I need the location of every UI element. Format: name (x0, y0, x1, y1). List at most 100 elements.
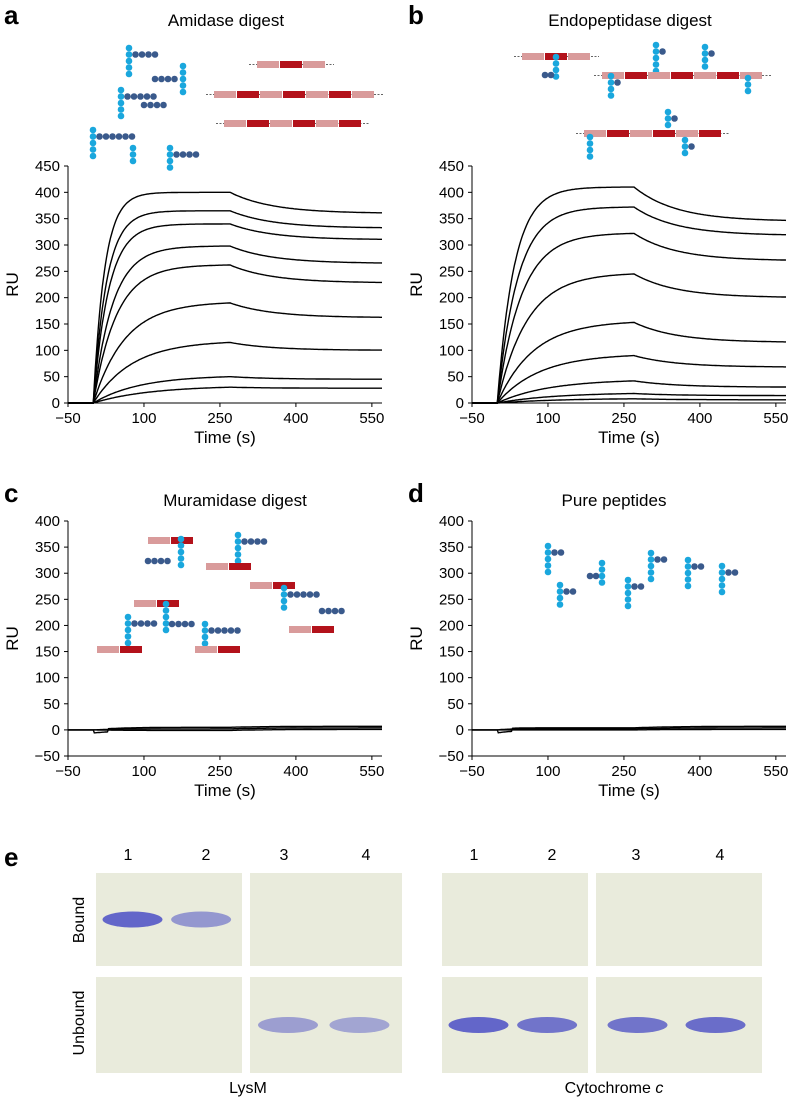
panel-b-plot: 0 50 100 150 200 250 300 350 400 450 −50 100 250 400 5… (407, 158, 788, 447)
y-tick-label: 100 (35, 342, 60, 359)
peptide-unit (694, 72, 716, 79)
peptide-unit (148, 537, 170, 544)
glcnac-bead (201, 627, 209, 634)
x-axis-label: Time (s) (598, 781, 660, 800)
glcnac-bead (124, 639, 132, 647)
peptide-unit (289, 626, 311, 633)
panel-a-plot: 0 50 100 150 200 250 300 350 400 450 −50 100 250 400 5… (3, 158, 384, 447)
glcnac-bead (177, 548, 185, 556)
peptide-unit (312, 626, 334, 633)
y-tick-label: 200 (439, 617, 464, 634)
x-tick-label: 400 (283, 410, 308, 427)
murnac-bead (192, 151, 200, 158)
sugar-bead (325, 607, 332, 615)
glcnac-bead (177, 542, 185, 549)
y-tick-label: 400 (35, 513, 60, 530)
panel-letter-c: c (4, 478, 18, 508)
gel-band (448, 1017, 509, 1033)
glcnac-bead (166, 144, 174, 152)
glcnac-bead (598, 559, 606, 567)
y-tick-label: 350 (439, 539, 464, 556)
peptide-unit (648, 72, 670, 79)
panel-b-title: Endopeptidase digest (548, 11, 712, 30)
y-tick-label: 150 (439, 644, 464, 661)
glcnac-bead (607, 92, 615, 99)
panel-letter-e: e (4, 842, 18, 872)
glycan-strand-icon (624, 576, 645, 610)
y-tick-label: 50 (447, 369, 464, 386)
y-tick-label: 100 (439, 342, 464, 359)
murnac-bead (631, 583, 638, 590)
glcnac-bead (234, 538, 242, 545)
glcnac-bead (684, 563, 692, 570)
peptide-unit (699, 130, 721, 137)
glcnac-bead (718, 588, 726, 596)
sugar-bead (175, 620, 182, 628)
y-tick-label: 450 (35, 158, 60, 175)
y-axis-label: RU (3, 626, 22, 651)
glycan-strand-icon (201, 620, 241, 647)
y-tick-label: 300 (439, 237, 464, 254)
gel-band (685, 1017, 746, 1033)
glcnac-bead (684, 569, 692, 577)
glcnac-bead (607, 72, 615, 80)
x-tick-label: 550 (359, 763, 384, 780)
series-line-c3 (68, 223, 382, 404)
gel-lane-number: 2 (202, 847, 211, 864)
murnac-bead (102, 133, 110, 140)
glcnac-bead (179, 62, 187, 70)
x-tick-label: 100 (535, 410, 560, 427)
glycan-strand-icon (744, 74, 752, 95)
sugar-bead (171, 75, 178, 83)
gel-band (329, 1017, 390, 1033)
glcnac-bead (201, 620, 209, 628)
glycan-strand-icon (177, 535, 185, 569)
glcnac-bead (652, 61, 660, 68)
peptide-unit (218, 646, 240, 653)
gel-block (442, 873, 588, 966)
gel-lane-number: 3 (632, 847, 641, 864)
peptide-chain-icon (134, 600, 179, 607)
murnac-bead (150, 620, 158, 627)
murnac-bead (241, 538, 248, 545)
y-tick-label: 50 (43, 369, 60, 386)
sugar-bead (153, 101, 161, 109)
murnac-bead (208, 627, 215, 634)
murnac-bead (122, 133, 129, 140)
sugar-bead (140, 101, 148, 109)
peptide-unit (120, 646, 142, 653)
series-line-c1 (68, 725, 382, 734)
gel-block (596, 873, 762, 966)
gel-lane-number: 4 (362, 847, 371, 864)
sugar-bead (318, 607, 326, 615)
sugar-bead (168, 620, 176, 628)
glcnac-bead (701, 43, 709, 51)
peptide-chain-icon (206, 563, 251, 570)
sugar-bead (586, 572, 594, 580)
peptide-unit (671, 72, 693, 79)
series-line-c2 (472, 206, 786, 404)
peptide-unit (195, 646, 217, 653)
glcnac-bead (652, 41, 660, 49)
glcnac-bead (684, 582, 692, 590)
peptide-unit (522, 53, 544, 60)
murnac-bead (227, 627, 235, 634)
peptide-unit (740, 72, 762, 79)
glycan-strand-icon (586, 133, 594, 160)
murnac-bead (144, 620, 151, 627)
glcnac-bead (544, 549, 552, 556)
glycan-strand-icon (234, 531, 268, 565)
x-tick-label: −50 (55, 410, 80, 427)
glcnac-bead (552, 73, 560, 80)
murnac-bead (306, 591, 314, 598)
panel-d: d Pure peptides −50 0 50 100 150 200 250 300 350… (407, 478, 788, 800)
peptide-unit (625, 72, 647, 79)
glcnac-bead (179, 88, 187, 96)
glcnac-bead (234, 531, 242, 539)
glcnac-bead (647, 575, 655, 583)
series-line-c5 (472, 321, 786, 404)
x-tick-label: 250 (611, 410, 636, 427)
glcnac-bead (681, 136, 689, 144)
murnac-bead (214, 627, 222, 634)
glcnac-bead (701, 56, 709, 64)
